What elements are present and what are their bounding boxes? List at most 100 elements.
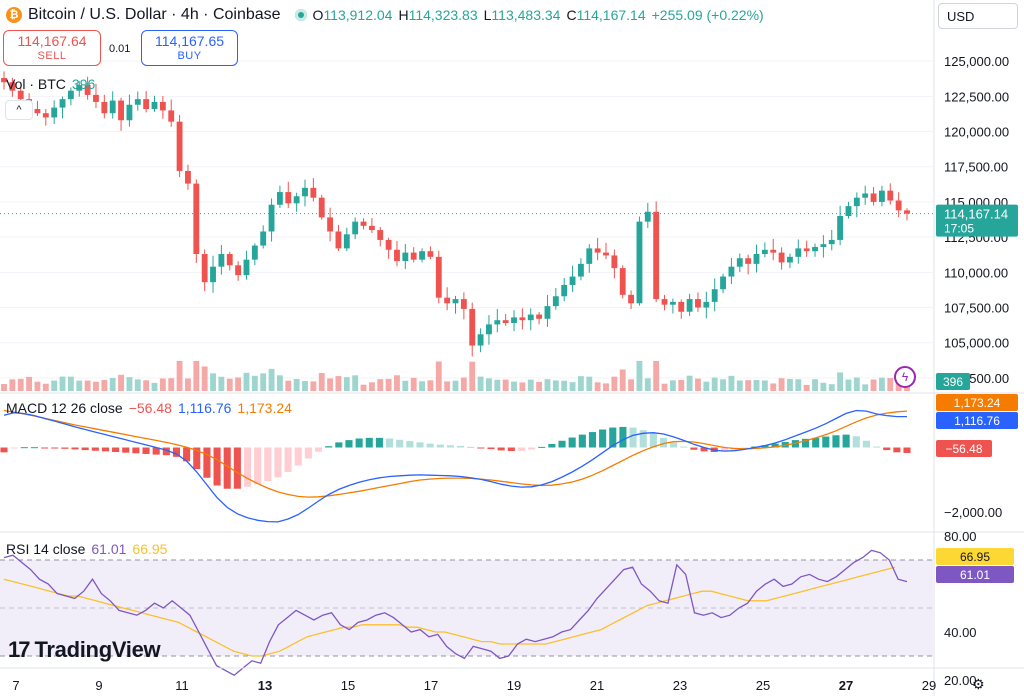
candle-body — [159, 101, 166, 111]
macd-hist-bar — [41, 447, 49, 449]
macd-hist-bar — [243, 447, 252, 487]
rsi-tick-label: 20.00 — [944, 673, 977, 688]
volume-bar — [586, 376, 593, 391]
tradingview-logo[interactable]: 17 TradingView — [8, 637, 161, 662]
volume-bar — [728, 375, 735, 391]
volume-last-label: 396 — [943, 375, 963, 389]
sell-label: SELL — [37, 50, 67, 62]
candle-body — [787, 256, 793, 263]
time-tick-label: 17 — [424, 678, 438, 693]
candle-body — [778, 252, 785, 263]
candle-body — [895, 200, 902, 211]
candle-body — [653, 211, 660, 300]
candle-body — [511, 317, 517, 324]
currency-button[interactable]: USD — [938, 3, 1018, 29]
candle-body — [611, 255, 618, 269]
price-tick-label: 105,000.00 — [944, 336, 1009, 351]
volume-bar — [444, 381, 451, 391]
candle-body — [9, 82, 16, 91]
rsi-tick-label: 40.00 — [944, 625, 977, 640]
candle-body — [101, 101, 108, 114]
volume-bar — [1, 383, 7, 391]
volume-bar — [276, 375, 283, 391]
rsi-legend[interactable]: RSI 14 close 61.01 66.95 — [6, 541, 168, 557]
candle-body — [820, 244, 827, 247]
rsi-line — [3, 549, 908, 676]
candle-body — [126, 104, 133, 121]
macd-hist-bar — [284, 447, 292, 472]
volume-bar — [611, 376, 618, 391]
candle-body — [76, 85, 83, 91]
rsi-badge: 61.01 — [960, 568, 990, 582]
macd-legend[interactable]: MACD 12 26 close −56.48 1,116.76 1,173.24 — [6, 400, 292, 416]
candle-body — [619, 268, 626, 295]
candle-body — [628, 294, 635, 304]
time-tick-label: 21 — [590, 678, 604, 693]
volume-bar — [159, 378, 166, 391]
volume-bar — [477, 376, 484, 391]
macd-signal-badge-bg — [936, 394, 1018, 411]
macd-hist-bar — [203, 447, 211, 478]
sell-button[interactable]: 114,167.64 SELL — [3, 30, 101, 66]
volume-bar — [109, 377, 116, 391]
macd-hist-bar — [172, 447, 181, 457]
macd-hist-bar — [852, 436, 860, 448]
gear-icon[interactable]: ⚙ — [972, 676, 985, 692]
volume-bar — [243, 372, 250, 391]
volume-bar — [486, 378, 492, 391]
symbol-title[interactable]: Bitcoin / U.S. Dollar · 4h · Coinbase — [28, 6, 281, 23]
candle-body — [444, 297, 451, 304]
macd-hist-bar — [741, 447, 749, 449]
candle-body — [318, 197, 325, 218]
volume-bar — [653, 361, 660, 391]
candle-body — [770, 249, 777, 253]
volume-bar — [661, 383, 668, 391]
buy-button[interactable]: 114,167.65 BUY — [141, 30, 238, 66]
header-bar: ₿ Bitcoin / U.S. Dollar · 4h · Coinbase … — [6, 5, 764, 25]
macd-line — [3, 409, 907, 523]
macd-signal-line — [3, 409, 908, 498]
volume-bar — [787, 378, 793, 391]
volume-bar — [134, 379, 141, 391]
time-tick-label: 29 — [922, 678, 936, 693]
candle-body — [394, 249, 400, 262]
candle-body — [753, 254, 760, 264]
candle-body — [686, 299, 693, 312]
macd-hist-bar — [619, 426, 627, 448]
candle-body — [828, 239, 835, 245]
lightning-icon[interactable]: ϟ — [894, 366, 916, 388]
candle-body — [803, 248, 810, 252]
candle-body — [695, 299, 701, 308]
macd-hist-bar — [10, 447, 18, 449]
volume-bar — [343, 377, 350, 391]
macd-hist-bar — [365, 437, 373, 448]
ohlc-open: O113,912.04 — [312, 7, 393, 23]
macd-hist-bar — [101, 447, 110, 452]
collapse-legend-button[interactable]: ^ — [5, 100, 33, 120]
candle-body — [302, 187, 308, 197]
macd-hist-bar — [233, 447, 241, 489]
candle-body — [761, 249, 768, 255]
candle-body — [812, 246, 818, 252]
price-change: +255.09 (+0.22%) — [651, 7, 764, 23]
volume-bar — [619, 369, 626, 391]
volume-bar — [761, 380, 768, 391]
volume-bar — [293, 378, 300, 391]
volume-bar — [126, 377, 133, 391]
macd-hist-bar — [649, 433, 657, 448]
volume-bar — [594, 382, 601, 391]
candle-body — [293, 196, 300, 204]
volume-legend[interactable]: Vol · BTC 396 — [6, 76, 96, 92]
volume-bar — [67, 376, 74, 391]
volume-bar — [745, 380, 752, 391]
candle-body — [168, 110, 175, 122]
candle-body — [586, 248, 593, 264]
candle-body — [368, 225, 375, 231]
macd-hist-bar — [599, 429, 607, 448]
macd-badge: 1,116.76 — [954, 414, 1000, 428]
volume-bar — [118, 374, 124, 391]
time-tick-label: 27 — [839, 678, 853, 693]
volume-bar — [394, 375, 400, 391]
candle-body — [427, 251, 434, 257]
